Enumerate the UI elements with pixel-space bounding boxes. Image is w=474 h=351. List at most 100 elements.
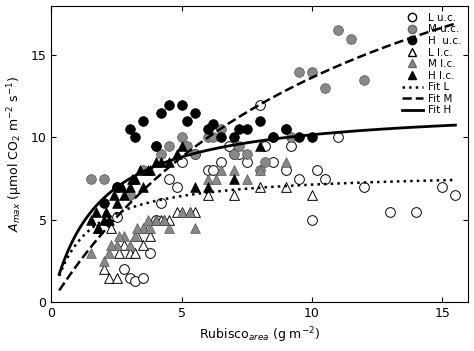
Point: [308, 69, 316, 74]
Point: [287, 143, 295, 148]
Point: [178, 143, 185, 148]
Point: [282, 184, 290, 190]
Point: [120, 192, 128, 198]
Point: [95, 225, 102, 231]
Point: [256, 184, 264, 190]
Point: [115, 250, 123, 256]
Point: [146, 168, 154, 173]
Point: [128, 176, 136, 181]
Point: [152, 217, 159, 223]
Point: [173, 151, 180, 157]
Point: [204, 135, 211, 140]
Point: [269, 159, 277, 165]
Point: [230, 168, 237, 173]
Point: [113, 201, 120, 206]
Point: [157, 110, 164, 115]
Point: [131, 234, 138, 239]
Point: [360, 77, 368, 82]
Point: [134, 225, 141, 231]
Point: [131, 135, 138, 140]
Point: [126, 192, 133, 198]
Point: [269, 135, 277, 140]
Point: [235, 151, 243, 157]
Point: [139, 168, 146, 173]
Point: [334, 27, 342, 33]
Point: [113, 242, 120, 247]
X-axis label: Rubisco$_{area}$ (g m$^{-2}$): Rubisco$_{area}$ (g m$^{-2}$): [199, 326, 320, 345]
Point: [144, 217, 152, 223]
Point: [256, 168, 264, 173]
Point: [256, 143, 264, 148]
Point: [217, 159, 225, 165]
Point: [191, 151, 199, 157]
Point: [165, 159, 173, 165]
Point: [452, 192, 459, 198]
Point: [282, 168, 290, 173]
Point: [191, 151, 199, 157]
Point: [144, 225, 152, 231]
Point: [105, 275, 113, 280]
Point: [105, 217, 113, 223]
Point: [100, 258, 108, 264]
Point: [146, 250, 154, 256]
Point: [191, 110, 199, 115]
Point: [217, 126, 225, 132]
Point: [256, 168, 264, 173]
Point: [126, 184, 133, 190]
Point: [146, 225, 154, 231]
Point: [313, 168, 321, 173]
Point: [165, 143, 173, 148]
Point: [321, 176, 329, 181]
Point: [113, 214, 120, 219]
Point: [183, 118, 191, 124]
Point: [108, 242, 115, 247]
Point: [287, 135, 295, 140]
Point: [308, 192, 316, 198]
Point: [100, 267, 108, 272]
Point: [282, 159, 290, 165]
Point: [412, 209, 420, 214]
Point: [92, 209, 100, 214]
Point: [126, 275, 133, 280]
Point: [126, 126, 133, 132]
Point: [146, 234, 154, 239]
Point: [230, 192, 237, 198]
Point: [108, 225, 115, 231]
Point: [113, 184, 120, 190]
Legend: L u.c., M u.c., H  u.c., L l.c., M l.c., H l.c., Fit L, Fit M, Fit H: L u.c., M u.c., H u.c., L l.c., M l.c., …: [400, 11, 463, 118]
Point: [144, 168, 152, 173]
Point: [209, 121, 217, 127]
Point: [204, 168, 211, 173]
Point: [113, 184, 120, 190]
Point: [110, 192, 118, 198]
Point: [183, 143, 191, 148]
Point: [243, 176, 251, 181]
Point: [139, 225, 146, 231]
Point: [152, 217, 159, 223]
Point: [118, 184, 126, 190]
Point: [308, 135, 316, 140]
Point: [157, 217, 164, 223]
Point: [126, 242, 133, 247]
Point: [243, 159, 251, 165]
Point: [209, 168, 217, 173]
Point: [157, 159, 164, 165]
Point: [95, 225, 102, 231]
Point: [243, 126, 251, 132]
Point: [256, 102, 264, 107]
Point: [165, 102, 173, 107]
Point: [160, 217, 167, 223]
Point: [191, 209, 199, 214]
Point: [308, 217, 316, 223]
Point: [438, 184, 446, 190]
Point: [120, 267, 128, 272]
Point: [243, 151, 251, 157]
Point: [191, 184, 199, 190]
Point: [157, 201, 164, 206]
Point: [152, 159, 159, 165]
Point: [120, 242, 128, 247]
Point: [152, 217, 159, 223]
Point: [100, 201, 108, 206]
Point: [230, 151, 237, 157]
Y-axis label: $A_{max}$ (μmol CO$_2$ m$^{-2}$ s$^{-1}$): $A_{max}$ (μmol CO$_2$ m$^{-2}$ s$^{-1}$…: [6, 76, 25, 232]
